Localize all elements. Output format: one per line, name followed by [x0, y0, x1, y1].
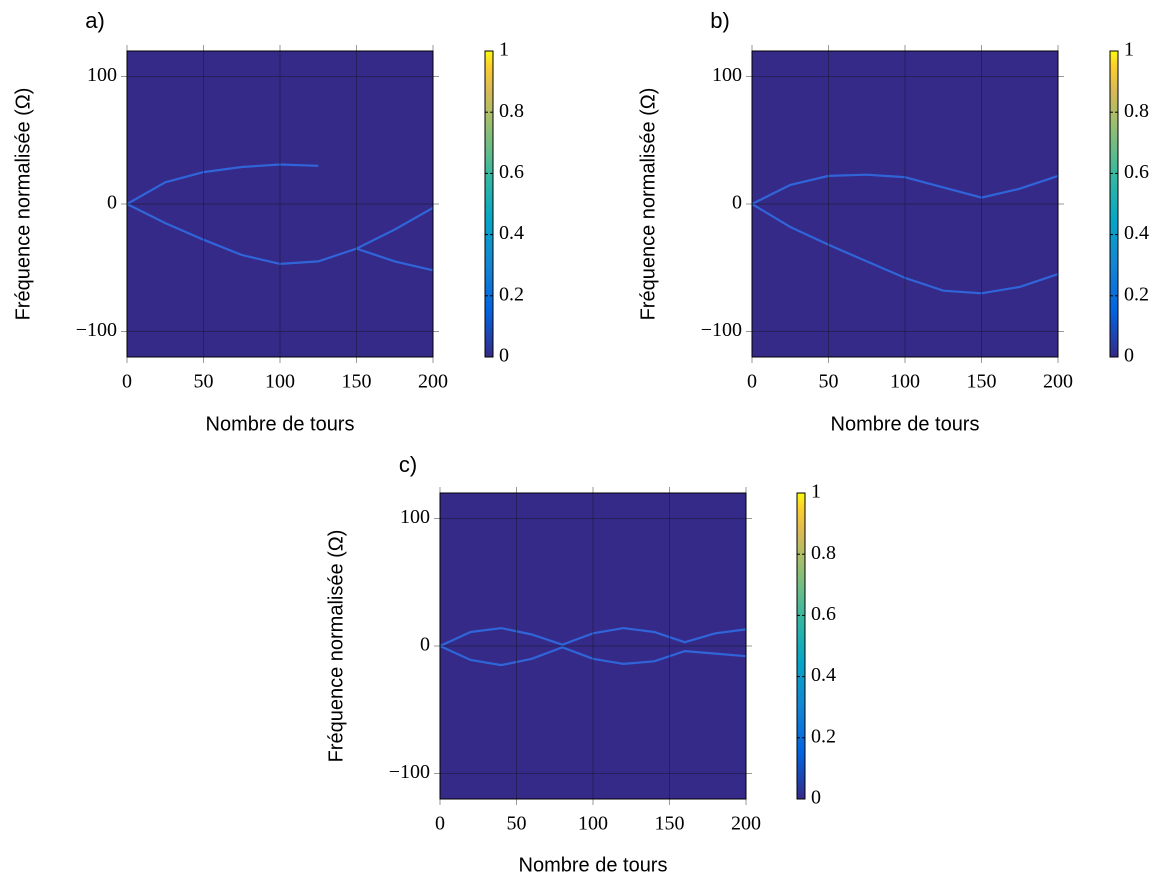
panel-label: b): [710, 8, 730, 33]
panel: 0 50 100 150 200 −100 0 100 c) Nombre de tours Fré…: [325, 452, 836, 876]
x-tick-label: 150: [342, 371, 372, 393]
colorbar-tick-label: 0: [811, 787, 821, 809]
colorbar-tick-label: 0.8: [1124, 100, 1149, 122]
colorbar-tick-label: 0.4: [811, 664, 836, 686]
panel: 0 50 100 150 200 −100 0 100 b) Nombre de tours Fré…: [637, 8, 1149, 435]
colorbar-tick-label: 0.8: [811, 542, 836, 564]
colorbar-tick-label: 0: [1124, 345, 1134, 367]
x-tick-label: 100: [578, 813, 608, 835]
colorbar-tick-label: 0.6: [499, 161, 524, 183]
colorbar-tick-label: 0.4: [499, 222, 524, 244]
x-tick-label: 150: [967, 371, 997, 393]
panel-label: c): [399, 452, 417, 477]
colorbar: [796, 492, 806, 800]
y-tick-label: 100: [400, 506, 430, 528]
colorbar-tick-label: 1: [1124, 39, 1134, 61]
y-tick-label: 100: [87, 64, 117, 86]
y-tick-label: −100: [76, 319, 117, 341]
colorbar-tick-label: 0.4: [1124, 222, 1149, 244]
x-tick-label: 50: [507, 813, 527, 835]
trace: [356, 206, 434, 250]
panel-label: a): [85, 8, 105, 33]
panel: 0 50 100 150 200 −100 0 100 a) Nombre de tours Fré…: [12, 8, 524, 435]
x-axis-label: Nombre de tours: [519, 854, 668, 876]
plot-frame: [751, 50, 1059, 358]
x-axis-label: Nombre de tours: [831, 413, 980, 435]
x-tick-label: 200: [1043, 371, 1073, 393]
y-tick-label: 0: [420, 634, 430, 656]
colorbar-tick-label: 0.6: [1124, 161, 1149, 183]
x-tick-label: 0: [435, 813, 445, 835]
colorbar-tick-label: 0.2: [1124, 283, 1149, 305]
colorbar-tick-label: 0: [499, 345, 509, 367]
y-axis-label: Fréquence normalisée (Ω): [12, 88, 34, 321]
trace: [126, 163, 319, 205]
y-axis-label: Fréquence normalisée (Ω): [637, 88, 659, 321]
colorbar-tick-label: 0.8: [499, 100, 524, 122]
x-tick-label: 100: [890, 371, 920, 393]
x-tick-label: 200: [418, 371, 448, 393]
y-tick-label: −100: [701, 319, 742, 341]
colorbar-tick-label: 0.2: [499, 283, 524, 305]
x-tick-label: 0: [122, 371, 132, 393]
y-tick-label: 0: [107, 192, 117, 214]
colorbar-tick-label: 1: [499, 39, 509, 61]
plot-frame: [126, 50, 434, 358]
colorbar-tick-label: 0.2: [811, 725, 836, 747]
y-tick-label: 100: [712, 64, 742, 86]
plot-frame: [439, 492, 747, 800]
x-tick-label: 50: [819, 371, 839, 393]
colorbar-tick-label: 0.6: [811, 603, 836, 625]
colorbar: [1109, 50, 1119, 358]
colorbar-tick-label: 1: [811, 481, 821, 503]
y-tick-label: 0: [732, 192, 742, 214]
colorbar: [484, 50, 494, 358]
x-tick-label: 50: [194, 371, 214, 393]
y-axis-label: Fréquence normalisée (Ω): [325, 530, 347, 763]
x-axis-label: Nombre de tours: [206, 413, 355, 435]
x-tick-label: 200: [731, 813, 761, 835]
x-tick-label: 150: [655, 813, 685, 835]
x-tick-label: 100: [265, 371, 295, 393]
x-tick-label: 0: [747, 371, 757, 393]
y-tick-label: −100: [389, 761, 430, 783]
